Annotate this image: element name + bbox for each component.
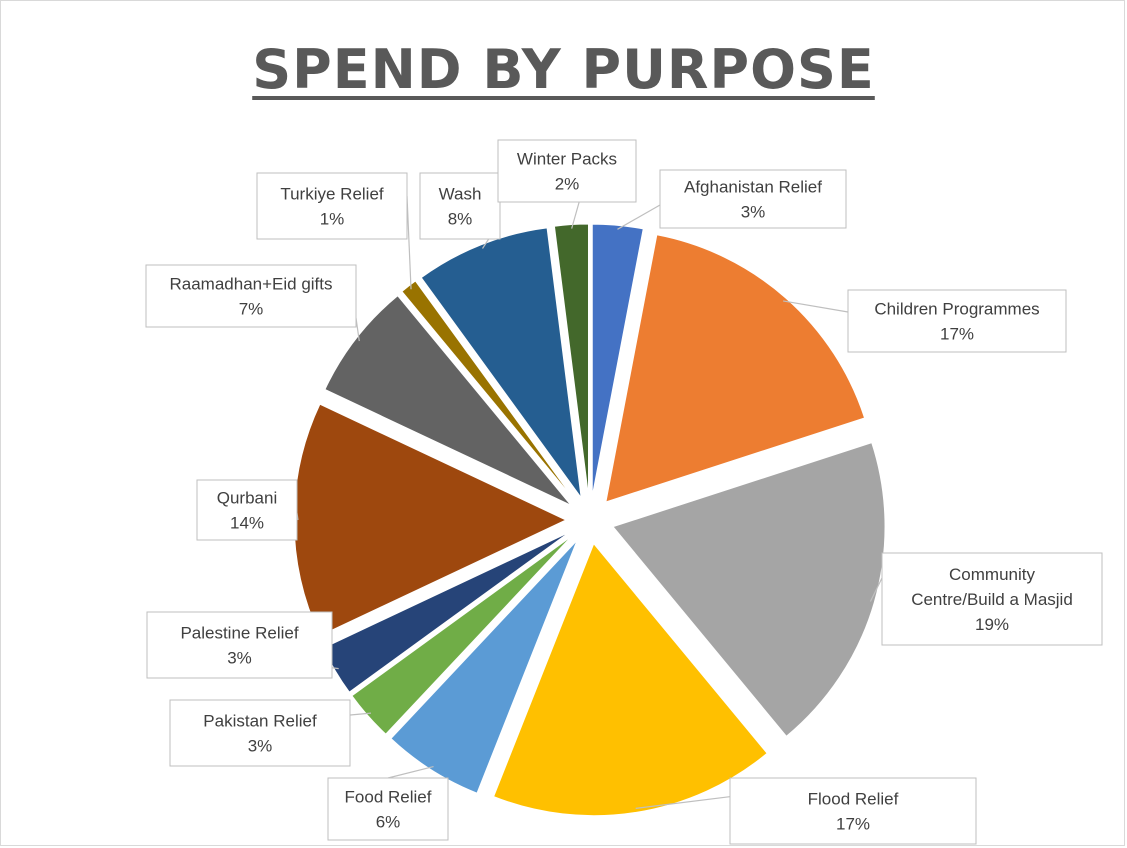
data-label-name: Community [949, 565, 1035, 584]
chart-title: SPEND BY PURPOSE [252, 38, 875, 101]
leader-line [387, 765, 434, 779]
data-label-box [729, 777, 977, 845]
data-label: Winter Packs 2% [497, 139, 637, 203]
data-label-box [659, 169, 847, 229]
leader-line [617, 204, 661, 230]
data-label-value: 6% [376, 813, 401, 832]
data-label-box [419, 172, 501, 240]
data-label: Qurbani 14% [196, 479, 298, 541]
leader-line [406, 195, 412, 290]
data-label-box [327, 777, 449, 841]
pie-slices [293, 223, 886, 817]
pie-slice-children-programmes [605, 234, 866, 503]
data-label-box [847, 289, 1067, 353]
pie-slice-pakistan-relief [351, 535, 573, 735]
pie-slice-food-relief [390, 539, 578, 794]
data-label-name: Turkiye Relief [280, 185, 384, 204]
leader-line [571, 198, 581, 229]
data-label-name: Food Relief [345, 788, 432, 807]
data-label-box [169, 699, 351, 767]
data-label-name: Raamadhan+Eid gifts [169, 275, 332, 294]
data-label: Afghanistan Relief 3% [659, 169, 847, 229]
pie-slice-community-centre-build-a-masjid [612, 442, 886, 737]
data-label-value: 17% [940, 325, 974, 344]
pie-slice-winter-packs [553, 223, 589, 497]
data-label: Community Centre/Build a Masjid 19% [881, 552, 1103, 646]
data-labels: Afghanistan Relief 3% Children Programmes 1… [145, 139, 1103, 845]
data-label: Flood Relief 17% [729, 777, 977, 845]
data-label-box [256, 172, 408, 240]
data-label-box [196, 479, 298, 541]
data-label: Wash 8% [419, 172, 501, 240]
pie-slice-wash [420, 227, 582, 498]
data-label-box [146, 611, 333, 679]
data-label: Food Relief 6% [327, 777, 449, 841]
data-label-value: 1% [320, 210, 345, 229]
data-label-name: Wash [439, 185, 482, 204]
data-label-name: Children Programmes [874, 300, 1039, 319]
data-label-name: Pakistan Relief [203, 712, 317, 731]
data-label-name: Qurbani [217, 489, 277, 508]
data-label: Raamadhan+Eid gifts 7% [145, 264, 357, 328]
pie-slice-afghanistan-relief [591, 223, 644, 497]
leader-line [783, 300, 849, 313]
leader-line [355, 317, 360, 342]
data-label-box [497, 139, 637, 203]
data-label-value: 8% [448, 210, 473, 229]
data-label: Pakistan Relief 3% [169, 699, 351, 767]
data-label-name: Palestine Relief [180, 624, 298, 643]
data-label-name: Winter Packs [517, 150, 617, 169]
data-label-name: Afghanistan Relief [684, 178, 822, 197]
data-label: Turkiye Relief 1% [256, 172, 408, 240]
data-label-value: 14% [230, 514, 264, 533]
data-label-value: 3% [227, 649, 252, 668]
data-label-value: 17% [836, 815, 870, 834]
data-label-value: 7% [239, 300, 264, 319]
pie-slice-raamadhan-eid-gifts [324, 295, 572, 506]
data-label-name: Flood Relief [808, 790, 899, 809]
data-label-name: Centre/Build a Masjid [911, 590, 1073, 609]
data-label: Palestine Relief 3% [146, 611, 333, 679]
leader-line [869, 577, 883, 602]
data-label-box [145, 264, 357, 328]
data-label-value: 19% [975, 615, 1009, 634]
pie-slice-turkiye-relief [401, 280, 576, 502]
data-label-value: 2% [555, 175, 580, 194]
pie-slice-flood-relief [492, 542, 768, 817]
data-label-value: 3% [248, 737, 273, 756]
data-label-value: 3% [741, 203, 766, 222]
data-label-box [881, 552, 1103, 646]
data-label: Children Programmes 17% [847, 289, 1067, 353]
